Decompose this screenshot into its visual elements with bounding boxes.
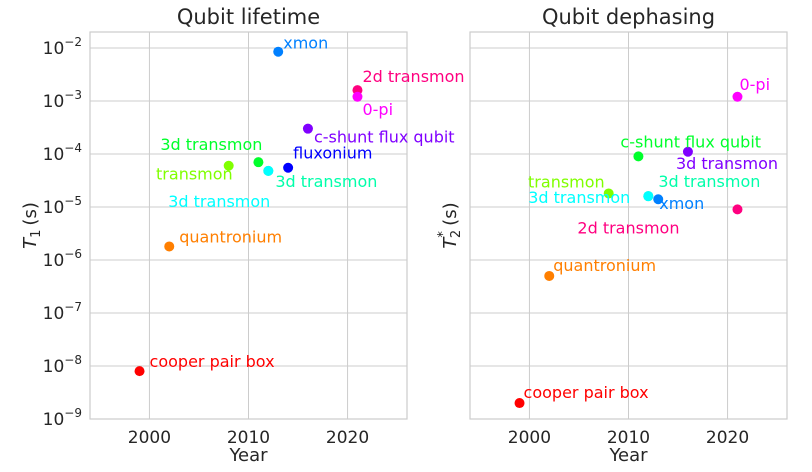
x-axis-label: Year xyxy=(228,445,268,466)
chart-title: Qubit lifetime xyxy=(177,5,320,29)
y-axis-label-unit: (s) xyxy=(440,202,461,225)
data-point xyxy=(732,204,743,215)
plot-frame xyxy=(89,31,408,420)
y-tick-label: 10−6 xyxy=(43,247,82,271)
point-label: 3d transmon xyxy=(658,172,760,191)
point-label: cooper pair box xyxy=(524,383,649,402)
y-axis-label-subscript: 2 xyxy=(449,230,464,238)
point-label: 3d transmon xyxy=(275,172,377,191)
point-label: transmon xyxy=(156,165,233,184)
point-label: xmon xyxy=(659,194,704,213)
y-axis-label: T1 (s) xyxy=(20,202,44,249)
point-label: transmon xyxy=(528,172,605,191)
data-point xyxy=(302,123,313,134)
y-axis-label-symbol: T xyxy=(440,236,461,249)
data-point xyxy=(223,160,234,171)
y-axis-label-unit: (s) xyxy=(20,202,41,225)
point-label: 3d transmon xyxy=(160,135,262,154)
point-label: quantronium xyxy=(553,256,656,275)
y-axis-label-symbol: T xyxy=(20,236,41,249)
ticks: 2000 2010 2020 10−9 10−8 10−7 10−6 10−5 10−4 10−3… xyxy=(43,35,370,448)
point-label: 0-pi xyxy=(739,75,770,94)
data-point xyxy=(603,188,614,199)
panel-qubit-lifetime: cooper pair box quantronium transmon 3d tra… xyxy=(20,5,465,466)
y-tick-label: 10−5 xyxy=(43,194,82,218)
grid xyxy=(90,32,407,420)
data-point xyxy=(134,366,145,377)
x-tick-label: 2020 xyxy=(706,428,749,448)
data-point xyxy=(514,398,525,409)
y-tick-label: 10−4 xyxy=(43,141,82,165)
points: cooper pair box quantronium transmon c-shun… xyxy=(514,75,778,409)
y-axis-label-subscript: 1 xyxy=(29,230,44,238)
data-point xyxy=(653,194,664,205)
data-point xyxy=(732,91,743,102)
data-point xyxy=(283,162,294,173)
data-point xyxy=(544,270,555,281)
x-tick-label: 2010 xyxy=(607,428,650,448)
data-point xyxy=(352,91,363,102)
ticks: 2000 2010 2020 xyxy=(508,428,749,448)
data-point xyxy=(633,151,644,162)
data-point xyxy=(643,191,654,202)
point-label: fluxonium xyxy=(293,144,372,163)
y-axis-label: T*2 (s) xyxy=(436,202,464,248)
point-label: 3d transmon xyxy=(676,154,778,173)
y-tick-label: 10−8 xyxy=(43,353,82,377)
point-label: 2d transmon xyxy=(577,218,679,237)
point-label: c-shunt flux qubit xyxy=(314,128,455,147)
y-axis-label-superscript: * xyxy=(436,231,451,238)
grid xyxy=(470,32,787,420)
svg-text:T*2(s): T*2 (s) xyxy=(436,202,464,248)
point-label: 0-pi xyxy=(362,100,393,119)
data-point xyxy=(253,157,264,168)
point-label: 2d transmon xyxy=(362,67,464,86)
data-point xyxy=(273,46,284,57)
x-tick-label: 2000 xyxy=(508,428,551,448)
plot-frame xyxy=(469,31,788,420)
point-label: 3d transmon xyxy=(168,192,270,211)
point-label: quantronium xyxy=(179,227,282,246)
point-label: xmon xyxy=(283,34,328,53)
point-label: 3d transmon xyxy=(528,188,630,207)
x-axis-label: Year xyxy=(608,445,648,466)
point-label: cooper pair box xyxy=(150,352,275,371)
y-tick-label: 10−3 xyxy=(43,88,82,112)
y-tick-label: 10−9 xyxy=(43,406,82,430)
y-tick-label: 10−7 xyxy=(43,300,82,324)
data-point xyxy=(263,165,274,176)
panel-qubit-dephasing: cooper pair box quantronium transmon c-shun… xyxy=(436,5,788,466)
x-tick-label: 2000 xyxy=(128,428,171,448)
x-tick-label: 2010 xyxy=(227,428,270,448)
x-tick-label: 2020 xyxy=(326,428,369,448)
svg-text:T1(s): T1 (s) xyxy=(20,202,44,249)
chart-title: Qubit dephasing xyxy=(542,5,715,29)
point-label: c-shunt flux qubit xyxy=(620,132,761,151)
points: cooper pair box quantronium transmon 3d tra… xyxy=(134,34,465,377)
y-tick-label: 10−2 xyxy=(43,35,82,59)
data-point xyxy=(682,146,693,157)
data-point xyxy=(164,241,175,252)
